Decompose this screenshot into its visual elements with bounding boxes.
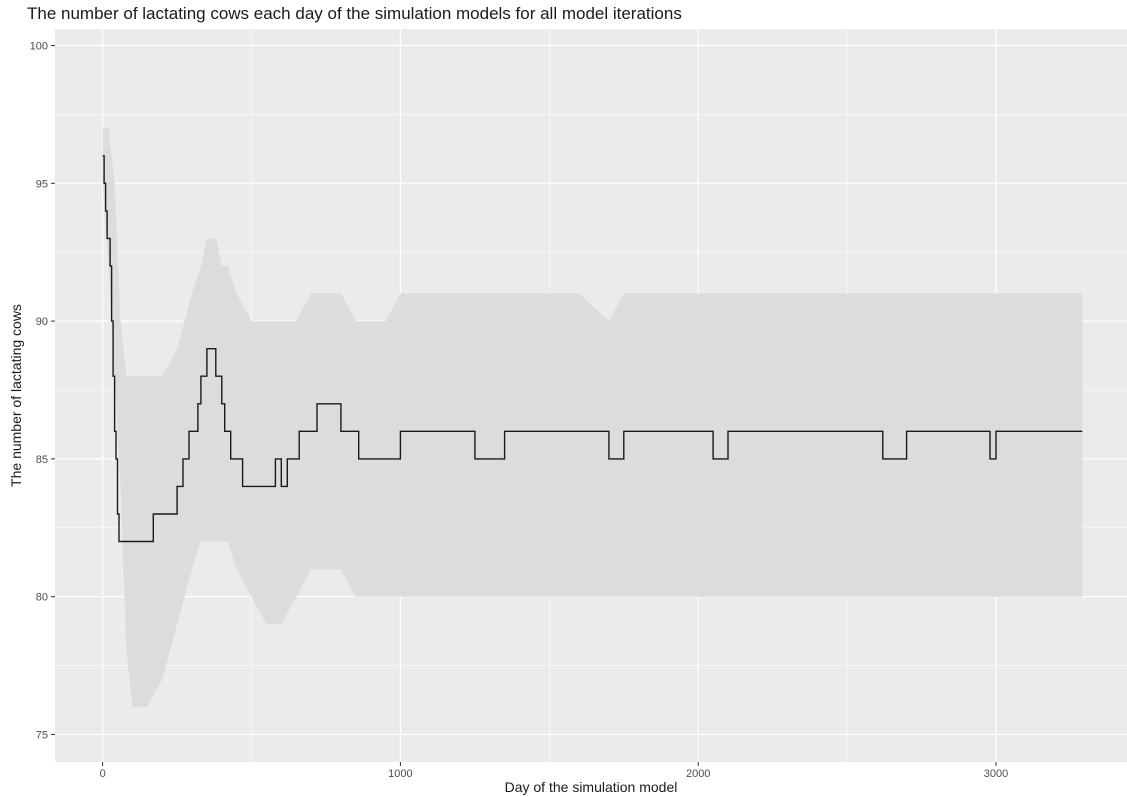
x-tick-label: 0 [100,768,106,780]
mean-line [102,155,1083,543]
y-tick-label: 90 [36,316,48,328]
x-tick-label: 3000 [984,768,1008,780]
y-tick-label: 85 [36,454,48,466]
y-tick-label: 95 [36,178,48,190]
y-axis: 75 80 85 90 95 100 [30,41,55,741]
y-tick-label: 100 [30,41,48,53]
range-band [102,128,1083,707]
mean-line-layer [102,155,1083,543]
x-axis: 0 1000 2000 3000 [100,762,1008,780]
x-tick-label: 2000 [686,768,710,780]
x-axis-title: Day of the simulation model [505,779,678,795]
range-band-layer [102,128,1083,707]
y-axis-title: The number of lactating cows [8,304,24,487]
x-tick-label: 1000 [388,768,412,780]
y-tick-label: 80 [36,592,48,604]
y-tick-label: 75 [36,729,48,741]
chart-title: The number of lactating cows each day of… [27,4,682,23]
